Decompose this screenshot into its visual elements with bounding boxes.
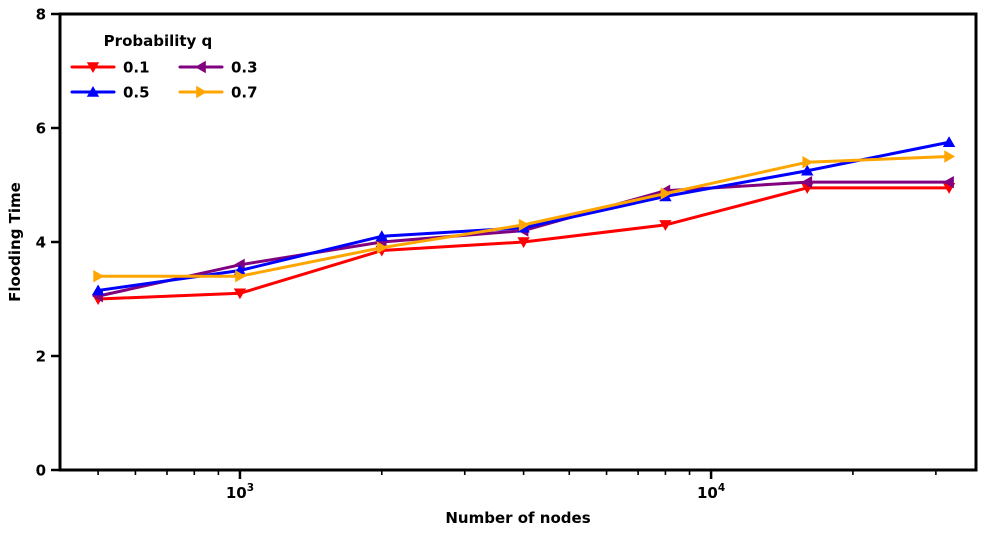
legend-label: 0.3 [231, 59, 258, 77]
triangle-up-marker [942, 136, 956, 148]
triangle-right-icon [196, 85, 207, 99]
triangle-up-marker [375, 230, 388, 242]
triangle-right-marker [93, 270, 105, 283]
triangle-right-marker [518, 218, 530, 232]
y-tick-label: 2 [36, 348, 46, 366]
series-q-0.1 [91, 183, 956, 305]
triangle-right-marker [235, 270, 246, 283]
legend-label: 0.1 [123, 59, 150, 77]
y-tick-label: 8 [36, 6, 46, 24]
triangle-left-marker [233, 258, 245, 271]
triangle-up-marker [91, 284, 105, 296]
triangle-down-icon [86, 62, 100, 73]
x-axis-label: Number of nodes [445, 509, 590, 527]
triangle-down-marker [659, 220, 672, 231]
triangle-right-marker [660, 187, 672, 200]
y-tick-label: 6 [36, 120, 46, 138]
y-tick-label: 4 [36, 234, 46, 252]
legend-label: 0.7 [231, 84, 258, 102]
legend-entry-0.7: 0.7 [178, 84, 258, 102]
legend-title: Probability q [104, 32, 213, 50]
legend-entry-0.5: 0.5 [70, 84, 150, 102]
triangle-right-marker [944, 150, 956, 163]
triangle-left-marker [801, 175, 813, 189]
series-line-q-0.7 [96, 155, 951, 278]
legend-entry-0.3: 0.3 [178, 59, 258, 77]
x-tick-label: 103 [226, 482, 254, 502]
legend-label: 0.5 [123, 84, 150, 102]
triangle-up-marker [801, 164, 814, 176]
triangle-left-icon [195, 60, 206, 74]
x-axis: 103 104 Number of nodes [97, 470, 937, 527]
y-axis: 0 2 4 6 8 Flooding Time [6, 6, 60, 480]
triangle-right-marker [376, 241, 388, 254]
y-tick-label: 0 [36, 462, 46, 480]
series-q-0.7 [93, 150, 956, 283]
legend-entry-0.1: 0.1 [70, 59, 150, 77]
y-axis-label: Flooding Time [6, 182, 24, 302]
x-tick-label: 104 [697, 482, 725, 502]
legend: Probability q 0.1 0.3 0.5 0.7 [70, 32, 258, 102]
triangle-down-marker [233, 288, 247, 300]
triangle-left-marker [943, 175, 954, 189]
triangle-right-marker [802, 156, 814, 169]
triangle-down-marker [517, 237, 530, 248]
triangle-up-icon [86, 86, 100, 97]
